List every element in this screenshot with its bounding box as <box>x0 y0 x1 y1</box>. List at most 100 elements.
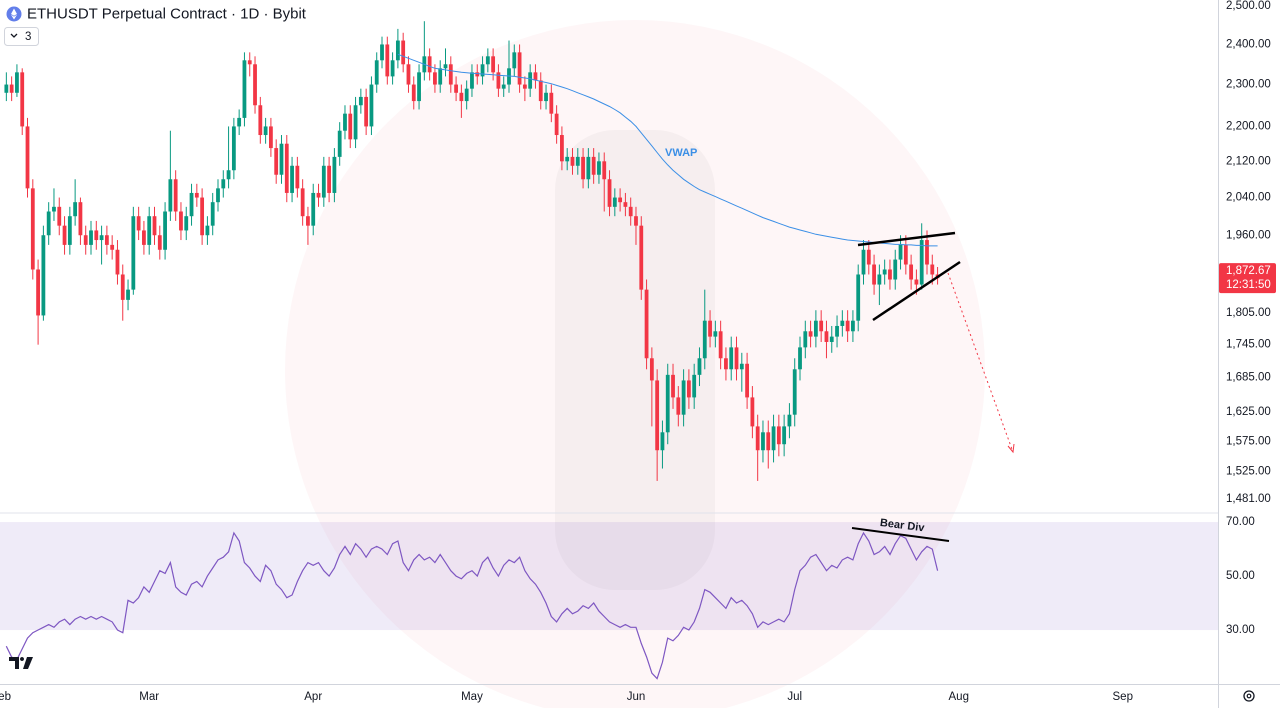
candle-body <box>443 64 448 69</box>
candle-body <box>142 230 146 245</box>
candle-body <box>300 188 305 217</box>
candle-body <box>433 72 437 85</box>
candle-body <box>512 52 517 69</box>
candle-body <box>845 320 850 332</box>
candle-body <box>353 105 358 140</box>
candle-body <box>771 426 776 451</box>
candle-body <box>888 269 892 280</box>
indicator-toggle[interactable] <box>4 27 39 46</box>
candle-body <box>882 269 887 275</box>
y-tick-label: 2,120.00 <box>1226 155 1271 167</box>
y-tick-label: 2,400.00 <box>1226 38 1271 50</box>
candle-body <box>316 192 321 198</box>
watermark <box>285 20 985 708</box>
candle-body <box>327 165 332 193</box>
y-tick-label: 30.00 <box>1226 624 1255 636</box>
candle-body <box>284 143 289 193</box>
candle-body <box>496 72 501 89</box>
candle-body <box>734 347 739 370</box>
candle-body <box>792 369 797 415</box>
candle-body <box>570 156 575 166</box>
candle-body <box>522 84 527 89</box>
candle-body <box>364 96 369 127</box>
y-tick-label: 70.00 <box>1226 516 1255 528</box>
candle-body <box>99 235 104 241</box>
candle-body <box>544 92 548 102</box>
candle-body <box>110 244 115 250</box>
candle-body <box>607 179 612 207</box>
candle-body <box>115 249 120 275</box>
candle-body <box>618 197 623 203</box>
chart-title[interactable]: ETHUSDT Perpetual Contract · 1D · Bybit <box>27 5 307 22</box>
x-tick-label: Aug <box>949 691 969 703</box>
candle-body <box>152 216 157 236</box>
candle-body <box>131 216 136 290</box>
candle-body <box>501 84 506 89</box>
candle-body <box>52 206 56 212</box>
candle-body <box>866 249 871 265</box>
candle-body <box>623 202 628 207</box>
projection-line[interactable] <box>947 272 1014 453</box>
candle-body <box>57 206 62 226</box>
candle-body <box>184 216 189 231</box>
tv-logo[interactable] <box>9 657 33 669</box>
candle-body <box>829 336 834 342</box>
candle-body <box>279 143 284 175</box>
candle-body <box>840 320 845 326</box>
candle-body <box>480 64 485 77</box>
candle-body <box>528 72 533 89</box>
candle-body <box>168 179 173 212</box>
candle-body <box>464 88 469 102</box>
y-tick-label: 50.00 <box>1226 570 1255 582</box>
divergence-line[interactable] <box>851 527 950 542</box>
candle-body <box>676 397 681 415</box>
watermark-shape <box>555 130 715 590</box>
y-tick-label: 2,040.00 <box>1226 192 1271 204</box>
candle-body <box>274 148 279 175</box>
candle-body <box>337 130 342 157</box>
settings-icon-center <box>1246 693 1252 699</box>
candle-body <box>89 230 93 245</box>
candle-body <box>612 197 617 207</box>
candle-body <box>231 126 236 171</box>
trendline[interactable] <box>872 260 961 322</box>
candle-body <box>655 380 660 451</box>
candle-body <box>914 279 919 285</box>
rsi-line <box>5 531 939 680</box>
candle-body <box>919 240 924 285</box>
candle-body <box>157 235 162 250</box>
candle-body <box>290 165 294 193</box>
candle-body <box>877 274 882 285</box>
projection-arrowhead <box>1007 443 1015 454</box>
candle-body <box>210 202 215 226</box>
candle-body <box>686 380 691 398</box>
last-price-badge <box>1219 263 1276 294</box>
candle-body <box>200 197 205 236</box>
candle-body <box>835 325 839 337</box>
countdown-label: 12:31:50 <box>1226 279 1271 291</box>
candle-body <box>591 156 596 175</box>
candle-body <box>639 225 644 290</box>
candle-body <box>745 363 749 398</box>
bear-div-label: Bear Div <box>879 517 926 534</box>
y-tick-label: 2,200.00 <box>1226 120 1271 132</box>
candle-body <box>803 331 808 348</box>
candle-body <box>104 235 109 245</box>
candle-body <box>247 60 252 65</box>
trendline[interactable] <box>857 231 956 247</box>
candle-body <box>20 72 25 127</box>
candle-body <box>724 358 728 370</box>
candle-body <box>475 72 480 77</box>
candle-body <box>665 374 670 433</box>
candle-body <box>194 192 199 198</box>
candle-body <box>729 347 734 370</box>
x-tick-label: May <box>461 691 483 703</box>
candle-body <box>205 225 210 236</box>
candle-body <box>893 259 898 280</box>
candle-body <box>787 414 792 427</box>
candle-body <box>898 244 903 260</box>
candle-body <box>459 92 464 102</box>
candle-body <box>538 80 543 102</box>
settings-icon[interactable] <box>1243 690 1255 702</box>
